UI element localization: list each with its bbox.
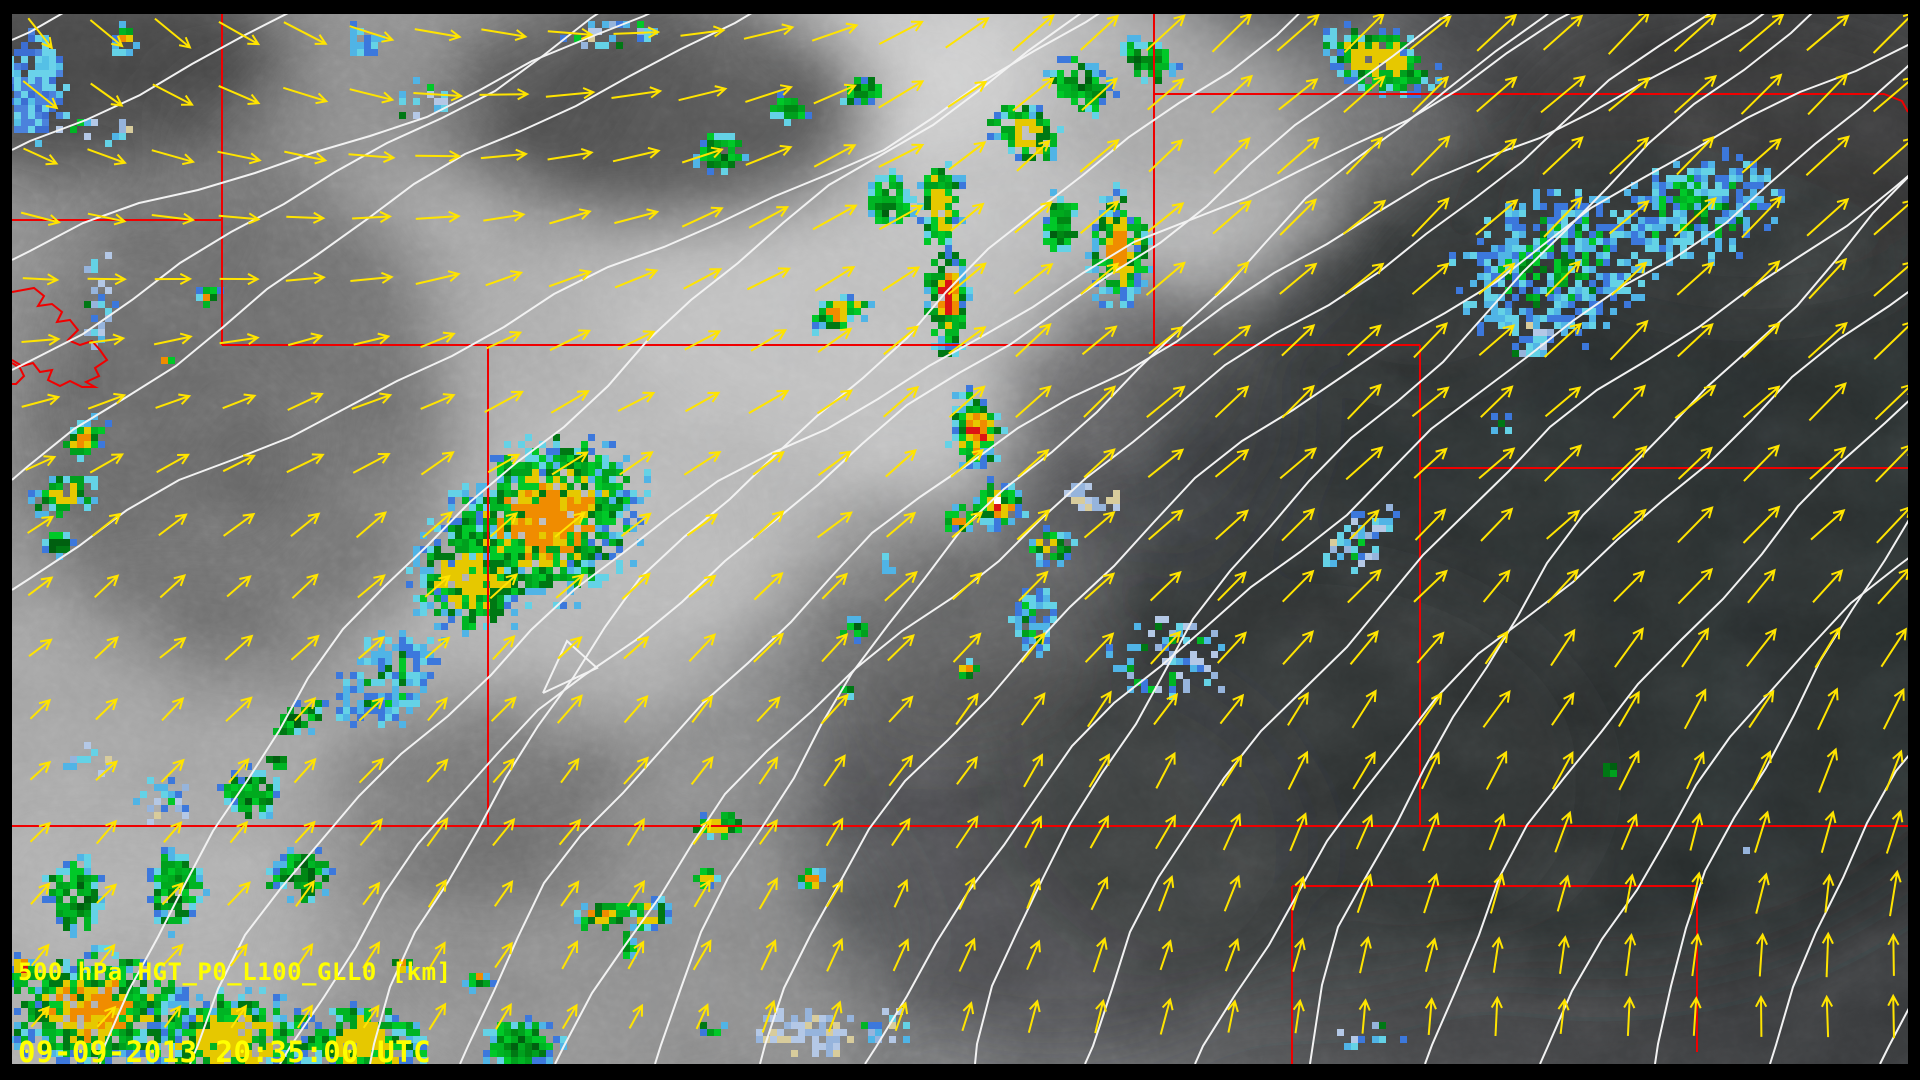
state-borders-layer <box>12 14 1908 1064</box>
height-contours-layer <box>12 14 1908 1064</box>
parameter-label: 500 hPa HGT_P0_L100_GLL0 [km] <box>18 958 452 986</box>
timestamp-label: 09-09-2013 20:35:00 UTC <box>18 1035 431 1069</box>
wind-vector-layer <box>20 14 1908 1039</box>
radar-reflectivity-layer <box>12 21 1785 1064</box>
